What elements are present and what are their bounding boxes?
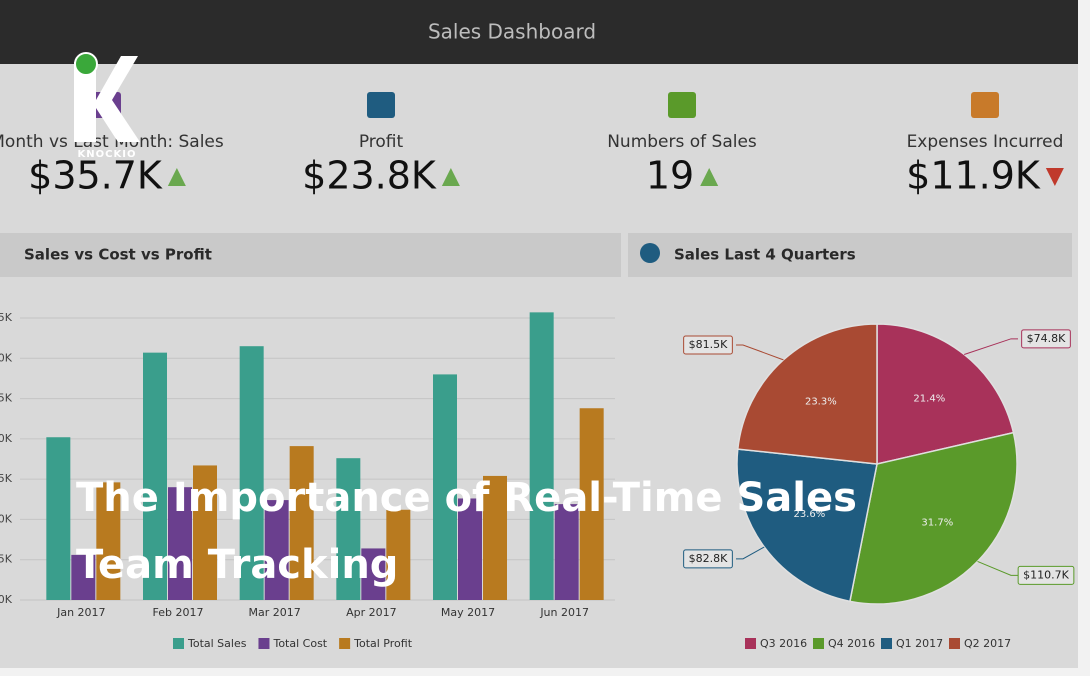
amount-label: $82.8K [689,552,728,565]
pie-slice [736,323,878,465]
amount-label: $110.7K [1023,568,1069,581]
amount-label: $74.8K [1027,332,1066,345]
amount-box [683,549,733,569]
legend-swatch [173,638,184,649]
legend-label: Total Sales [187,637,247,650]
amount-box [1021,329,1071,349]
slice-label: 23.3% [805,397,837,408]
y-tick-label: 10K [0,512,13,525]
legend-label: Q1 2017 [896,637,943,650]
dashboard-title: Sales Dashboard [428,20,596,44]
kpi-icon [668,92,696,118]
bar [96,482,121,600]
bar [239,346,264,600]
bar [336,458,361,600]
y-tick-label: 20K [0,432,13,445]
legend-label: Total Profit [353,637,413,650]
kpi-label: Numbers of Sales [607,132,757,152]
bar [143,352,167,600]
kpi-value: $23.8K [302,154,437,198]
logo: KNOCKIO [74,52,140,160]
bar [386,509,411,600]
legend-label: Q2 2017 [964,637,1011,650]
bar [193,465,217,600]
y-tick-label: 5K [0,553,13,566]
legend-swatch [881,638,892,649]
bar [579,408,604,600]
y-tick-label: 25K [0,392,13,405]
amount-box [683,335,733,355]
x-tick-label: Jan 2017 [56,606,105,619]
panel-header [0,233,621,277]
kpi-label: Month vs Last Month: Sales [0,132,224,152]
amount-box [1017,565,1075,585]
leader-line [736,546,765,560]
panel-title: Sales Last 4 Quarters [674,246,856,264]
bar [361,548,386,600]
legend-swatch [813,638,824,649]
logo-globe [74,52,98,76]
bar [264,500,289,600]
x-tick-label: Feb 2017 [153,606,204,619]
kpi-icon [971,92,999,118]
charts: 0K 5K 10K 15K 20K 25K 30K 35K Jan 2017 Feb 2017 Ma… [0,311,1075,650]
trend-arrow [167,168,186,186]
bottom-edge [0,668,1090,676]
pie-slice [876,323,1015,465]
kpi-value: 19 [646,154,694,198]
legend-swatch [745,638,756,649]
bar [433,374,457,600]
y-tick-label: 35K [0,311,13,324]
y-tick-label: 15K [0,472,13,485]
x-tick-label: Mar 2017 [249,606,301,619]
overlay-title-line: The Importance of Real-Time Sales [76,475,857,521]
leader-line [964,338,1018,355]
legend-label: Total Cost [272,637,327,650]
legend-swatch [339,638,351,649]
bar [529,312,554,600]
right-edge [1078,0,1090,676]
legend-swatch [949,638,960,649]
legend-swatch [258,638,270,649]
title-bar [0,0,1078,64]
trend-arrow [1045,168,1064,186]
logo-k [74,56,140,142]
bar [483,475,507,600]
trend-arrow [441,168,460,186]
overlay-title-line: Team Tracking [76,542,398,588]
legend-label: Q4 2016 [828,637,875,650]
bar [554,504,579,600]
slice-label: 21.4% [913,393,945,404]
x-tick-label: May 2017 [441,606,495,619]
panel-header [628,233,1072,277]
kpi-label: Expenses Incurred [907,132,1064,152]
legend-label: Q3 2016 [760,637,807,650]
bar [46,437,71,600]
y-tick-label: 0K [0,593,13,606]
amount-label: $81.5K [689,338,728,351]
logo-text: KNOCKIO [78,149,137,160]
bar [458,498,482,600]
kpi-value: $11.9K [906,154,1041,198]
panel-title: Sales vs Cost vs Profit [24,246,212,264]
trend-arrow [700,168,719,186]
pie-icon [640,243,660,263]
x-tick-label: Apr 2017 [346,606,397,619]
kpi-value: $35.7K [28,154,163,198]
overlay-title: The Importance of Real-Time Sales Team Tr… [76,475,857,588]
leader-line [736,344,784,361]
bar [289,446,314,600]
slice-label: 31.7% [921,517,953,528]
pie-slice [849,431,1018,605]
kpi-label: Profit [359,132,404,152]
bar [168,487,192,600]
slice-label: 23.6% [793,509,825,520]
x-tick-label: Jun 2017 [539,606,589,619]
leader-line [977,560,1018,576]
y-tick-label: 30K [0,351,13,364]
bar [71,554,96,600]
kpi-icon [367,92,395,118]
